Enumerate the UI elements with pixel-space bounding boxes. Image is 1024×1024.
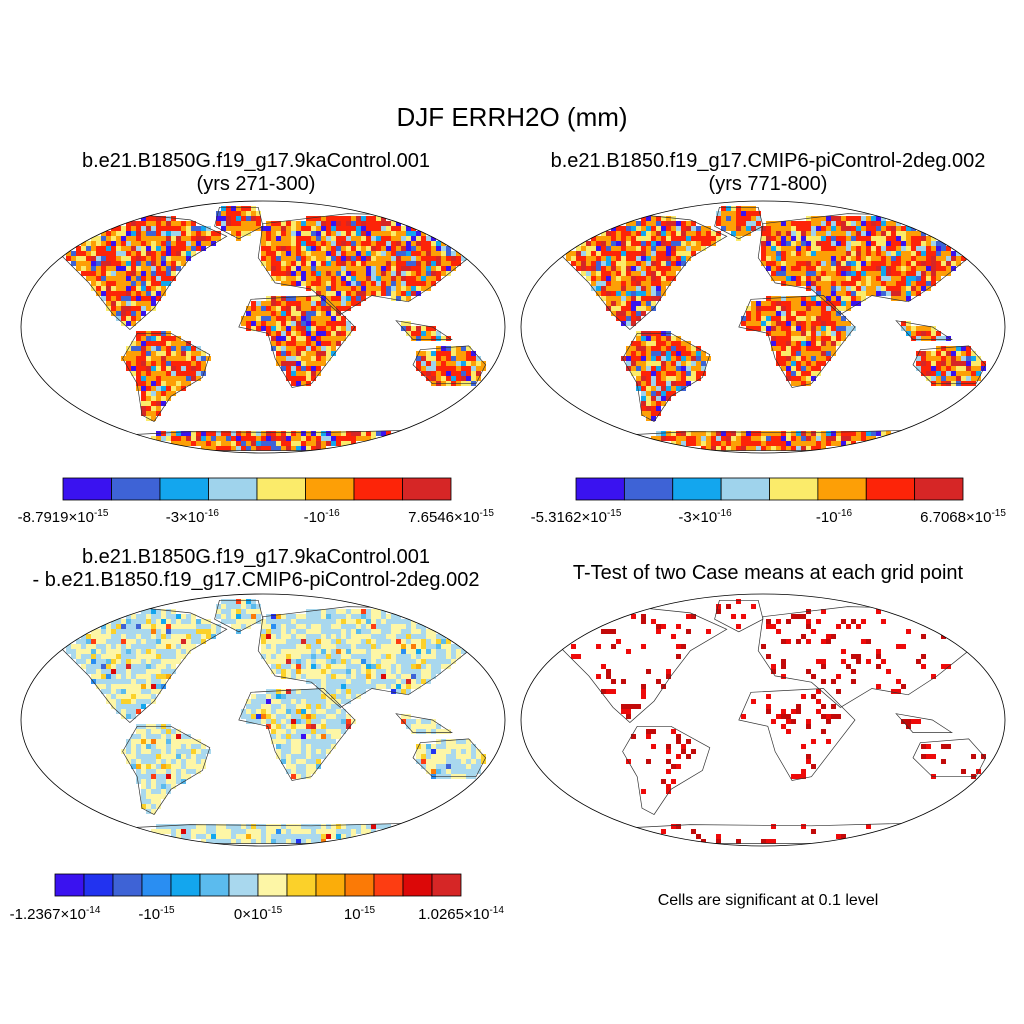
colorbar-tick-label: -5.3162×10-15: [530, 508, 622, 526]
colorbar-tick-label: -8.7919×10-15: [17, 508, 109, 526]
figure-title: DJF ERRH2O (mm): [396, 102, 628, 132]
colorbar-swatch: [305, 477, 355, 501]
panel-diff-title: b.e21.B1850G.f19_g17.9kaControl.001 - b.…: [0, 546, 512, 592]
map-cells: [566, 206, 986, 451]
colorbar-swatch: [865, 477, 916, 501]
panel-case1-title-line2: (yrs 271-300): [196, 173, 316, 195]
colorbar-tick-label: -1.2367×10-14: [9, 905, 101, 923]
map-frame: [520, 200, 1006, 454]
panel-case2-title-line1: b.e21.B1850.f19_g17.CMIP6-piControl-2deg…: [550, 150, 986, 172]
colorbar-tick-label: 10-15: [343, 905, 376, 923]
colorbar-swatch: [62, 477, 112, 501]
colorbar-swatch: [54, 873, 85, 897]
colorbar-swatch: [769, 477, 819, 501]
colorbar-case2-labels: -5.3162×10-15 -3×10-16 -10-16 6.7068×10-15: [512, 508, 1024, 528]
significance-note: Cells are significant at 0.1 level: [657, 892, 879, 909]
colorbar-swatch: [720, 477, 770, 501]
panel-diff-title-line1: b.e21.B1850G.f19_g17.9kaControl.001: [81, 546, 431, 568]
map-case2: [520, 200, 1006, 454]
panel-ttest-title-line1: T-Test of two Case means at each grid po…: [572, 562, 964, 584]
colorbar-swatch: [286, 873, 317, 897]
map-cells: [571, 599, 986, 844]
colorbar-swatch: [817, 477, 867, 501]
colorbar-swatch: [141, 873, 172, 897]
colorbar-swatch: [199, 873, 230, 897]
colorbar-swatch: [170, 873, 201, 897]
colorbar-swatch: [402, 477, 452, 501]
map-frame: [520, 593, 1006, 847]
colorbar-swatch: [623, 477, 674, 501]
colorbar-swatch: [914, 477, 964, 501]
map-ttest: [520, 593, 1006, 847]
colorbar-tick-label: -10-15: [138, 905, 175, 923]
colorbar-swatch: [431, 873, 462, 897]
colorbar-tick-label: -3×10-16: [165, 508, 219, 526]
colorbar-swatch: [315, 873, 346, 897]
map-diff: [20, 593, 506, 847]
colorbar-swatch: [402, 873, 433, 897]
colorbar-swatch: [575, 477, 625, 501]
colorbar-swatch: [159, 477, 209, 501]
map-frame: [20, 593, 506, 847]
panel-ttest-title: T-Test of two Case means at each grid po…: [512, 562, 1024, 585]
panel-case1-title-line1: b.e21.B1850G.f19_g17.9kaControl.001: [81, 150, 431, 172]
panel-case2-title: b.e21.B1850.f19_g17.CMIP6-piControl-2deg…: [512, 150, 1024, 196]
panel-case1-title: b.e21.B1850G.f19_g17.9kaControl.001 (yrs…: [0, 150, 512, 196]
map-cells: [66, 599, 486, 844]
colorbar-case1-labels: -8.7919×10-15 -3×10-16 -10-16 7.6546×10-15: [0, 508, 512, 528]
map-case1: [20, 200, 506, 454]
colorbar-tick-label: 1.0265×10-14: [418, 905, 504, 923]
colorbar-swatch: [672, 477, 722, 501]
colorbar-diff-labels: -1.2367×10-14 -10-15 0×10-15 10-15 1.0265×10…: [0, 905, 520, 925]
colorbar-swatch: [83, 873, 114, 897]
colorbar-tick-label: -10-16: [303, 508, 340, 526]
colorbar-swatch: [353, 477, 403, 501]
map-frame: [20, 200, 506, 454]
colorbar-swatch: [256, 477, 306, 501]
colorbar-case2: [575, 477, 964, 501]
colorbar-swatch: [373, 873, 404, 897]
colorbar-tick-label: 7.6546×10-15: [408, 508, 494, 526]
colorbar-diff: [54, 873, 462, 897]
colorbar-swatch: [208, 477, 258, 501]
colorbar-swatch: [344, 873, 375, 897]
colorbar-tick-label: 0×10-15: [233, 905, 283, 923]
colorbar-tick-label: -10-16: [815, 508, 853, 526]
colorbar-swatch: [257, 873, 288, 897]
colorbar-swatch: [228, 873, 259, 897]
colorbar-case1: [62, 477, 452, 501]
panel-case2-title-line2: (yrs 771-800): [708, 173, 828, 195]
colorbar-swatch: [112, 873, 143, 897]
panel-diff-title-line2: - b.e21.B1850.f19_g17.CMIP6-piControl-2d…: [32, 569, 480, 591]
colorbar-tick-label: 6.7068×10-15: [920, 508, 1006, 526]
colorbar-swatch: [111, 477, 161, 501]
colorbar-tick-label: -3×10-16: [678, 508, 732, 526]
